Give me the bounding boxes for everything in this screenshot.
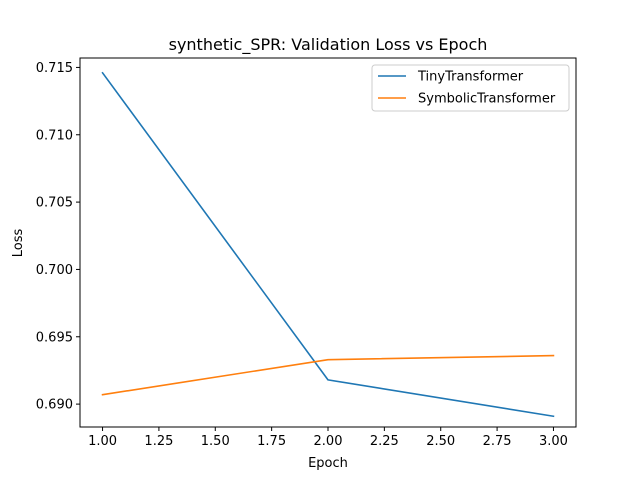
- y-tick-label: 0.715: [36, 61, 73, 76]
- legend-box: [371, 64, 570, 112]
- y-tick-label: 0.705: [36, 196, 73, 211]
- series-layer: [101, 71, 555, 418]
- y-axis-ticks: 0.690 0.695 0.700 0.705 0.710 0.715: [36, 61, 80, 413]
- legend-label: SymbolicTransformer: [418, 92, 556, 107]
- x-tick-label: 1.25: [144, 434, 173, 449]
- x-tick-label: 1.50: [201, 434, 230, 449]
- x-tick-label: 2.25: [370, 434, 399, 449]
- legend: TinyTransformer SymbolicTransformer: [371, 64, 570, 112]
- y-axis-label: Loss: [11, 229, 26, 258]
- chart-title: synthetic_SPR: Validation Loss vs Epoch: [169, 35, 488, 55]
- y-tick-label: 0.690: [36, 398, 73, 413]
- x-tick-label: 3.00: [539, 434, 568, 449]
- y-tick-label: 0.710: [36, 128, 73, 143]
- legend-label: TinyTransformer: [417, 70, 524, 85]
- x-tick-label: 2.50: [426, 434, 455, 449]
- x-tick-label: 1.00: [88, 434, 117, 449]
- y-tick-label: 0.700: [36, 263, 73, 278]
- x-tick-label: 2.00: [314, 434, 343, 449]
- x-axis-label: Epoch: [308, 456, 348, 471]
- x-axis-ticks: 1.00 1.25 1.50 1.75 2.00 2.25 2.50 2.75 3.00: [88, 427, 568, 449]
- y-tick-label: 0.695: [36, 330, 73, 345]
- x-tick-label: 2.75: [483, 434, 512, 449]
- x-tick-label: 1.75: [257, 434, 286, 449]
